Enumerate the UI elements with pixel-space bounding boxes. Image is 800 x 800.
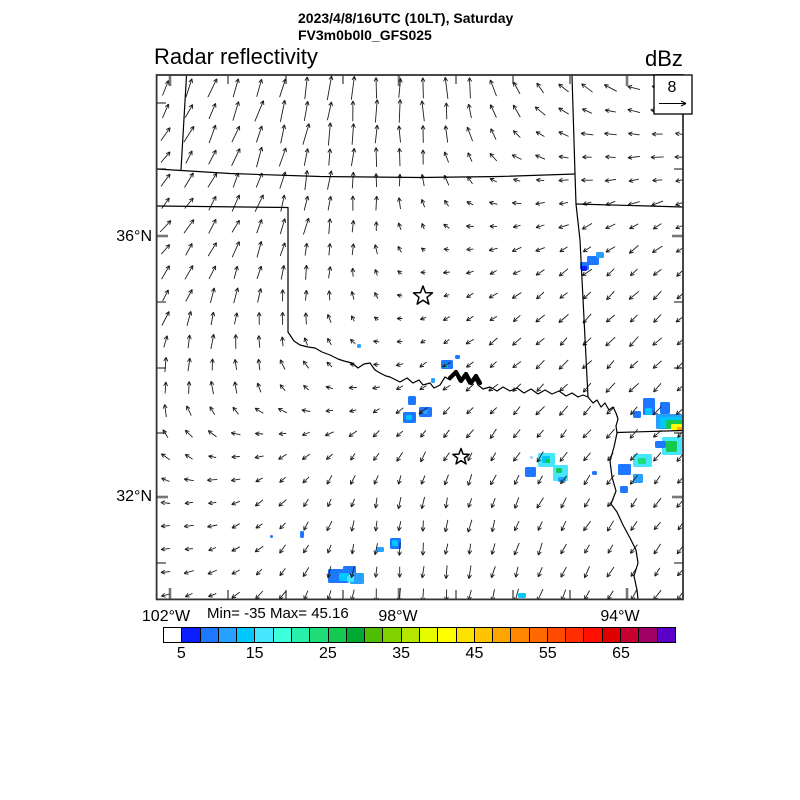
colorbar-cell — [199, 628, 218, 642]
radar-echo-cell — [666, 441, 677, 452]
colorbar-cell — [327, 628, 346, 642]
colorbar-cell — [345, 628, 365, 642]
colorbar-cell — [565, 628, 584, 642]
radar-echo-cell — [620, 486, 628, 493]
colorbar-label: 65 — [612, 645, 630, 662]
colorbar-cell — [364, 628, 383, 642]
radar-echo-cell — [525, 467, 536, 477]
radar-echo-cell — [392, 540, 398, 546]
lon-label-102w: 102°W — [141, 608, 191, 625]
colorbar-cell — [181, 628, 200, 642]
minmax-label: Min= -35 Max= 45.16 — [207, 605, 349, 622]
radar-echo-cell — [558, 477, 566, 482]
colorbar-cell — [473, 628, 493, 642]
map-frame — [155, 74, 684, 601]
colorbar-cell — [217, 628, 237, 642]
radar-echo-cell — [339, 573, 349, 581]
colorbar-cell — [620, 628, 639, 642]
radar-echo-cell — [638, 458, 646, 464]
colorbar-label: 35 — [392, 645, 411, 662]
radar-echo-cell — [645, 408, 652, 415]
lon-label-98w: 98°W — [378, 608, 418, 625]
reference-vector-arrow-icon — [659, 100, 687, 107]
radar-echo-cell — [300, 531, 304, 538]
radar-echo-cell — [431, 378, 435, 383]
units-label: dBz — [645, 46, 683, 71]
colorbar-cell — [638, 628, 657, 642]
lat-label-32n: 32°N — [116, 488, 152, 505]
state-borders — [157, 75, 683, 599]
colorbar-cell — [254, 628, 273, 642]
title-model-run: FV3m0b0l0_GFS025 — [298, 27, 432, 43]
colorbar — [163, 627, 676, 643]
radar-echo-cell — [633, 411, 641, 418]
colorbar-label: 15 — [245, 645, 264, 662]
radar-echo-cell — [423, 410, 428, 414]
radar-echo-cell — [592, 471, 597, 475]
colorbar-cell — [601, 628, 621, 642]
radar-echo-cell — [518, 593, 526, 598]
colorbar-label: 45 — [465, 645, 484, 662]
colorbar-cell — [236, 628, 255, 642]
colorbar-label: 25 — [318, 645, 337, 662]
colorbar-cell — [583, 628, 602, 642]
colorbar-label: 55 — [538, 645, 557, 662]
star-marker — [412, 285, 434, 305]
radar-echo-cell — [408, 396, 416, 405]
colorbar-cell — [309, 628, 328, 642]
reference-vector-box: 8 — [653, 74, 693, 115]
lon-label-94w: 94°W — [600, 608, 640, 625]
colorbar-cell — [492, 628, 511, 642]
colorbar-cell — [528, 628, 547, 642]
colorbar-cell — [455, 628, 474, 642]
radar-echo-cell — [545, 459, 550, 463]
radar-echo-cell — [270, 535, 273, 538]
radar-echo-cell — [633, 474, 643, 483]
colorbar-cell — [418, 628, 438, 642]
radar-echo-cell — [455, 355, 460, 359]
lat-label-36n: 36°N — [116, 228, 152, 245]
colorbar-cell — [272, 628, 291, 642]
radar-echo-cell — [596, 252, 604, 258]
colorbar-cell — [400, 628, 419, 642]
colorbar-cell — [290, 628, 310, 642]
colorbar-cell — [164, 628, 182, 642]
radar-echoes — [270, 252, 683, 598]
city-star-markers — [412, 285, 470, 465]
radar-echo-cell — [587, 256, 599, 265]
radar-echo-cell — [357, 344, 361, 348]
reference-vector-value: 8 — [668, 79, 677, 96]
radar-echo-cell — [347, 576, 354, 582]
colorbar-cell — [437, 628, 456, 642]
colorbar-cell — [546, 628, 566, 642]
radar-echo-cell — [618, 464, 631, 475]
colorbar-label: 5 — [176, 645, 186, 662]
radar-echo-cell — [581, 266, 587, 271]
colorbar-cell — [382, 628, 401, 642]
star-marker — [452, 447, 470, 465]
radar-echo-cell — [660, 402, 670, 414]
wind-arrow-glyphs — [159, 75, 683, 599]
radar-echo-cell — [556, 468, 562, 473]
radar-echo-cell — [376, 547, 384, 552]
wind-vectors — [159, 75, 683, 599]
title-datetime: 2023/4/8/16UTC (10LT), Saturday — [298, 10, 514, 26]
radar-echo-cell — [655, 441, 666, 448]
radar-echo-cell — [530, 456, 533, 459]
colorbar-cell — [656, 628, 675, 642]
radar-echo-cell — [406, 415, 412, 420]
colorbar-cell — [510, 628, 529, 642]
plot-title: Radar reflectivity — [154, 44, 318, 69]
